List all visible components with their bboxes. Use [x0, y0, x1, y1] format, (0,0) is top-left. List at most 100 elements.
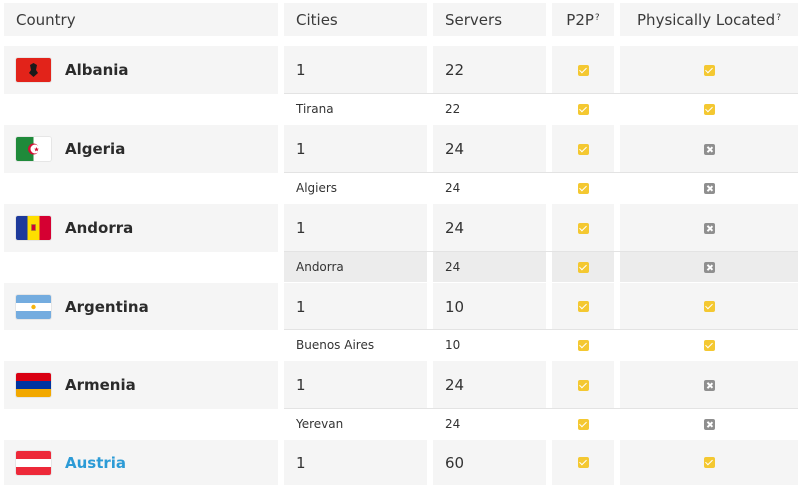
- check-icon: [577, 64, 589, 76]
- cities-count: 1: [284, 204, 427, 252]
- country-row-argentina[interactable]: Argentina: [4, 283, 278, 330]
- servers-count-value: 22: [445, 61, 465, 79]
- cross-icon: [703, 418, 715, 430]
- servers-count: 24: [433, 125, 546, 173]
- servers-count-value: 60: [445, 453, 465, 472]
- country-row-andorra[interactable]: Andorra: [4, 204, 278, 252]
- country-name[interactable]: Albania: [65, 61, 129, 79]
- header-servers[interactable]: Servers: [433, 3, 546, 36]
- physical-cell: [620, 440, 798, 485]
- cross-icon: [703, 379, 715, 391]
- cities-count-value: 1: [296, 140, 306, 158]
- city-servers-value: 24: [445, 260, 461, 274]
- row-divider: [284, 93, 798, 94]
- header-cities[interactable]: Cities: [284, 3, 427, 36]
- physically-located-help-icon[interactable]: ?: [776, 12, 781, 23]
- servers-count: 24: [433, 204, 546, 252]
- header-country[interactable]: Country: [4, 3, 278, 36]
- servers-count: 22: [433, 46, 546, 94]
- check-icon: [703, 103, 715, 115]
- header-cities-label: Cities: [296, 10, 338, 29]
- servers-count-value: 24: [445, 140, 465, 158]
- cross-icon: [703, 182, 715, 194]
- city-p2p-cell: [552, 94, 614, 124]
- city-name: Andorra: [296, 260, 344, 274]
- p2p-cell: [552, 46, 614, 94]
- cities-count: 1: [284, 46, 427, 94]
- argentina-flag-icon: [16, 294, 51, 319]
- header-p2p-label: P2P: [566, 10, 594, 29]
- cities-count-value: 1: [296, 453, 306, 472]
- country-name[interactable]: Andorra: [65, 219, 134, 237]
- country-name-link[interactable]: Austria: [65, 453, 127, 472]
- physical-cell: [620, 283, 798, 330]
- cities-count-value: 1: [296, 219, 306, 237]
- albania-flag-icon: [16, 58, 51, 82]
- country-name[interactable]: Algeria: [65, 140, 126, 158]
- city-row-spacer: [4, 173, 278, 203]
- city-name-cell: Algiers: [284, 173, 427, 203]
- check-icon: [577, 103, 589, 115]
- city-servers-value: 24: [445, 417, 461, 431]
- city-name-cell: Andorra: [284, 252, 427, 282]
- city-row-spacer: [4, 94, 278, 124]
- servers-count: 10: [433, 283, 546, 330]
- country-row-austria[interactable]: Austria: [4, 440, 278, 485]
- country-row-algeria[interactable]: Algeria: [4, 125, 278, 173]
- city-name: Algiers: [296, 181, 338, 195]
- check-icon: [577, 379, 589, 391]
- p2p-help-icon[interactable]: ?: [594, 12, 600, 23]
- cities-count-value: 1: [296, 297, 306, 316]
- country-row-armenia[interactable]: Armenia: [4, 361, 278, 409]
- andorra-flag-icon: [16, 216, 51, 240]
- servers-count-value: 10: [445, 297, 465, 316]
- country-name[interactable]: Argentina: [65, 297, 149, 316]
- city-physical-cell: [620, 173, 798, 203]
- city-physical-cell: [620, 94, 798, 124]
- city-servers-value: 10: [445, 338, 461, 352]
- p2p-cell: [552, 361, 614, 409]
- check-icon: [577, 301, 589, 312]
- armenia-flag-icon: [16, 373, 51, 397]
- city-servers-cell: 24: [433, 409, 546, 439]
- cities-count: 1: [284, 361, 427, 409]
- p2p-cell: [552, 125, 614, 173]
- check-icon: [703, 301, 715, 312]
- check-icon: [703, 339, 715, 351]
- city-name-cell: Yerevan: [284, 409, 427, 439]
- check-icon: [577, 261, 589, 273]
- city-row-spacer: [4, 252, 278, 282]
- servers-count-value: 24: [445, 376, 465, 394]
- header-physically-located[interactable]: Physically Located?: [620, 3, 798, 36]
- header-p2p[interactable]: P2P?: [552, 3, 614, 36]
- city-p2p-cell: [552, 252, 614, 282]
- cities-count: 1: [284, 440, 427, 485]
- check-icon: [703, 64, 715, 76]
- city-name: Yerevan: [296, 417, 344, 431]
- check-icon: [703, 457, 715, 468]
- row-divider: [284, 329, 798, 330]
- check-icon: [577, 418, 589, 430]
- city-name-cell: Buenos Aires: [284, 330, 427, 360]
- cities-count: 1: [284, 283, 427, 330]
- city-row-spacer: [4, 409, 278, 439]
- city-name: Tirana: [296, 102, 334, 116]
- servers-count-value: 24: [445, 219, 465, 237]
- physical-cell: [620, 204, 798, 252]
- cities-count-value: 1: [296, 61, 306, 79]
- algeria-flag-icon: [16, 137, 51, 161]
- cities-count: 1: [284, 125, 427, 173]
- city-servers-cell: 24: [433, 252, 546, 282]
- cross-icon: [703, 261, 715, 273]
- physical-cell: [620, 125, 798, 173]
- country-row-albania[interactable]: Albania: [4, 46, 278, 94]
- city-physical-cell: [620, 409, 798, 439]
- country-name[interactable]: Armenia: [65, 376, 136, 394]
- p2p-cell: [552, 283, 614, 330]
- city-row-spacer: [4, 330, 278, 360]
- servers-count: 24: [433, 361, 546, 409]
- austria-flag-icon: [16, 450, 51, 475]
- cross-icon: [703, 222, 715, 234]
- city-p2p-cell: [552, 173, 614, 203]
